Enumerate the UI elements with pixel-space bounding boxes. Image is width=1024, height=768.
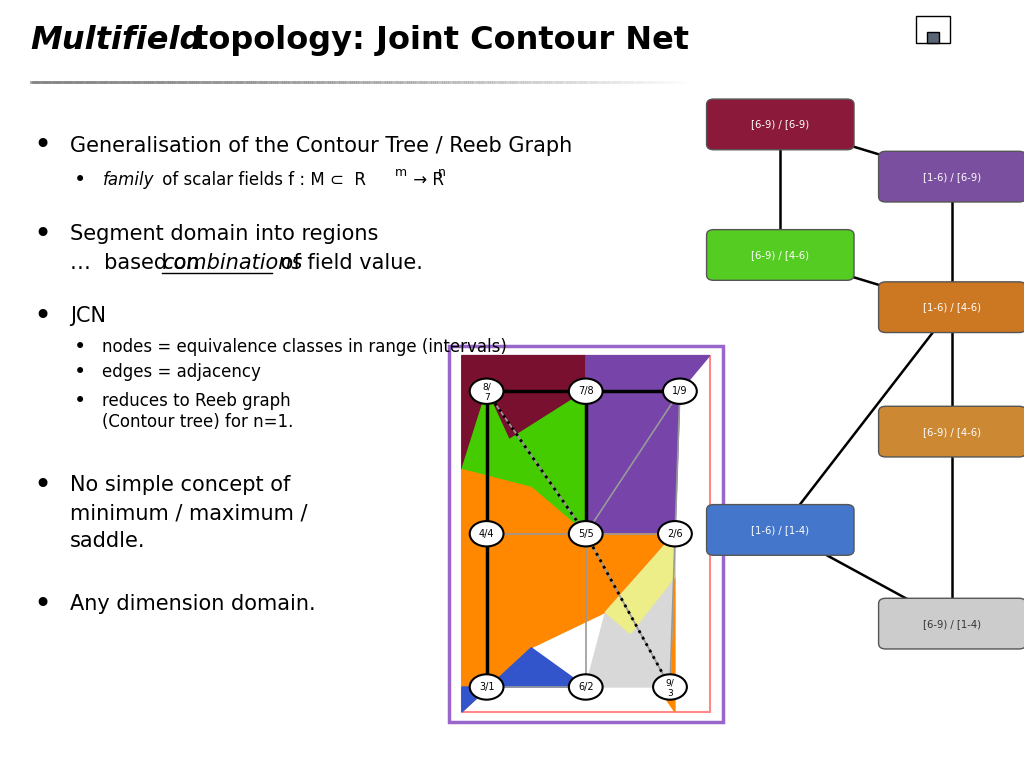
Text: reduces to Reeb graph: reduces to Reeb graph — [102, 392, 291, 410]
Polygon shape — [462, 356, 486, 469]
Polygon shape — [605, 534, 675, 634]
Text: •: • — [34, 220, 52, 249]
Text: UNIVERSITY OF LEEDS: UNIVERSITY OF LEEDS — [786, 55, 908, 65]
Text: edges = adjacency: edges = adjacency — [102, 363, 261, 382]
Text: Any dimension domain.: Any dimension domain. — [70, 594, 315, 614]
Text: [6-9) / [4-6): [6-9) / [4-6) — [752, 250, 809, 260]
FancyBboxPatch shape — [707, 230, 854, 280]
Text: •: • — [34, 590, 52, 619]
Text: •: • — [74, 337, 86, 357]
Polygon shape — [462, 356, 586, 391]
Circle shape — [658, 521, 692, 547]
Text: 4/4: 4/4 — [479, 528, 495, 539]
FancyBboxPatch shape — [879, 598, 1024, 649]
Text: n: n — [438, 167, 446, 179]
Polygon shape — [586, 534, 675, 687]
Text: •: • — [34, 131, 52, 161]
Text: Segment domain into regions: Segment domain into regions — [70, 224, 378, 244]
Text: [6-9) / [6-9): [6-9) / [6-9) — [752, 119, 809, 130]
Circle shape — [470, 521, 504, 547]
Text: 3/1: 3/1 — [479, 682, 495, 692]
Polygon shape — [462, 391, 531, 488]
Text: Multifield: Multifield — [31, 25, 203, 56]
Polygon shape — [462, 391, 586, 534]
Text: of scalar fields f : M ⊂  R: of scalar fields f : M ⊂ R — [157, 171, 366, 190]
Text: •: • — [34, 471, 52, 500]
Text: …  based on: … based on — [70, 253, 206, 273]
FancyBboxPatch shape — [916, 16, 950, 43]
Text: of field value.: of field value. — [274, 253, 423, 273]
Text: [6-9) / [1-4): [6-9) / [1-4) — [924, 618, 981, 629]
Text: [6-9) / [4-6): [6-9) / [4-6) — [924, 426, 981, 437]
FancyBboxPatch shape — [879, 282, 1024, 333]
Text: JCN: JCN — [70, 306, 105, 326]
Circle shape — [663, 379, 696, 404]
Polygon shape — [462, 647, 586, 712]
Text: 9/: 9/ — [666, 679, 675, 687]
Text: •: • — [74, 391, 86, 411]
Text: 1/9: 1/9 — [672, 386, 688, 396]
Text: nodes = equivalence classes in range (intervals): nodes = equivalence classes in range (in… — [102, 338, 507, 356]
Text: 3: 3 — [667, 689, 673, 697]
Text: m: m — [395, 167, 408, 179]
Polygon shape — [462, 469, 675, 712]
Text: saddle.: saddle. — [70, 531, 145, 551]
Text: 7/8: 7/8 — [578, 386, 594, 396]
FancyBboxPatch shape — [927, 31, 939, 43]
Text: 2/6: 2/6 — [667, 528, 683, 539]
FancyBboxPatch shape — [879, 406, 1024, 457]
Text: •: • — [34, 302, 52, 331]
Text: [1-6) / [1-4): [1-6) / [1-4) — [752, 525, 809, 535]
Circle shape — [470, 674, 504, 700]
Circle shape — [569, 521, 602, 547]
FancyBboxPatch shape — [707, 99, 854, 150]
Text: → R: → R — [408, 171, 443, 190]
Text: Generalisation of the Contour Tree / Reeb Graph: Generalisation of the Contour Tree / Ree… — [70, 136, 571, 156]
Circle shape — [569, 379, 602, 404]
Text: [1-6) / [6-9): [1-6) / [6-9) — [924, 171, 981, 182]
Text: minimum / maximum /: minimum / maximum / — [70, 503, 307, 523]
Circle shape — [653, 674, 687, 700]
Text: •: • — [74, 362, 86, 382]
FancyBboxPatch shape — [879, 151, 1024, 202]
Text: (Contour tree) for n=1.: (Contour tree) for n=1. — [102, 413, 294, 432]
Text: No simple concept of: No simple concept of — [70, 475, 290, 495]
Text: 8/: 8/ — [482, 383, 490, 392]
FancyBboxPatch shape — [449, 346, 723, 722]
Text: •: • — [74, 170, 86, 190]
Circle shape — [569, 674, 602, 700]
Circle shape — [470, 379, 504, 404]
Polygon shape — [586, 391, 680, 534]
Polygon shape — [462, 391, 586, 488]
Text: family: family — [102, 171, 154, 190]
Text: combinations: combinations — [162, 253, 302, 273]
Text: 7: 7 — [483, 393, 489, 402]
Polygon shape — [586, 356, 710, 391]
Text: topology: Joint Contour Net: topology: Joint Contour Net — [182, 25, 689, 56]
Text: 5/5: 5/5 — [578, 528, 594, 539]
Text: [1-6) / [4-6): [1-6) / [4-6) — [924, 302, 981, 313]
Text: 6/2: 6/2 — [578, 682, 594, 692]
FancyBboxPatch shape — [462, 356, 710, 712]
FancyBboxPatch shape — [707, 505, 854, 555]
